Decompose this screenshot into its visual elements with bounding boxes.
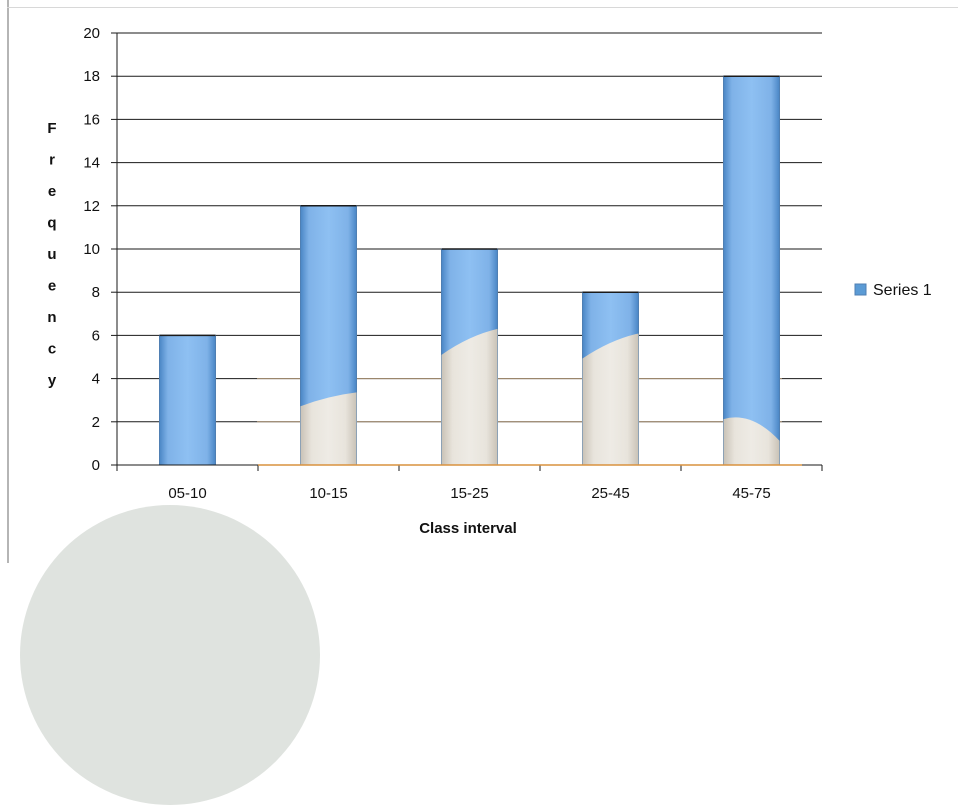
bar-overlay-25-45	[582, 333, 639, 465]
y-tick-label: 16	[83, 111, 100, 128]
y-tick-label: 6	[92, 327, 100, 344]
y-axis-title-letter: y	[48, 372, 57, 389]
legend: Series 1	[854, 282, 932, 299]
bars	[159, 75, 780, 466]
y-tick-label: 4	[92, 371, 100, 388]
x-tick-label: 25-45	[591, 485, 629, 502]
y-axis-title-letter: c	[48, 341, 56, 358]
x-tick-label: 05-10	[168, 485, 206, 502]
y-axis-title-letter: e	[48, 278, 56, 295]
frame-left-edge	[7, 0, 9, 563]
bar-overlay-10-15	[300, 392, 357, 465]
legend-label-series-1: Series 1	[873, 282, 932, 299]
y-axis-title-letter: u	[47, 246, 56, 263]
bar-chart: 0 2 4 6 8 10 12 14 16 18 20 05-10 10-15 15-25 25-45 45…	[47, 25, 932, 537]
y-tick-label: 10	[83, 241, 100, 258]
y-axis-title-letter: F	[47, 120, 56, 137]
axes	[111, 32, 823, 471]
y-tick-label: 18	[83, 68, 100, 85]
x-axis-title: Class interval	[419, 520, 517, 537]
y-axis-title-letter: q	[47, 215, 56, 232]
x-tick-label: 15-25	[450, 485, 488, 502]
y-axis-title-letter: e	[48, 183, 56, 200]
bar-overlay-45-75	[723, 417, 780, 465]
y-axis-title-letter: r	[49, 152, 55, 169]
bar-05-10	[159, 334, 216, 466]
y-tick-label: 14	[83, 155, 100, 172]
x-tick-label: 45-75	[732, 485, 770, 502]
y-tick-label: 8	[92, 284, 100, 301]
y-tick-label: 12	[83, 198, 100, 215]
y-tick-label: 20	[83, 25, 100, 42]
frame-top-edge	[7, 7, 958, 8]
chart-frame	[7, 0, 958, 563]
bar-overlay-15-25	[441, 328, 498, 465]
y-axis-title-letter: n	[47, 309, 56, 326]
bar-45-75	[723, 75, 780, 466]
y-tick-label: 0	[92, 457, 100, 474]
x-tick-labels: 05-10 10-15 15-25 25-45 45-75	[168, 485, 770, 502]
y-tick-label: 2	[92, 414, 100, 431]
y-tick-labels: 0 2 4 6 8 10 12 14 16 18 20	[83, 25, 100, 474]
legend-swatch-series-1	[854, 283, 867, 296]
x-tick-label: 10-15	[309, 485, 347, 502]
